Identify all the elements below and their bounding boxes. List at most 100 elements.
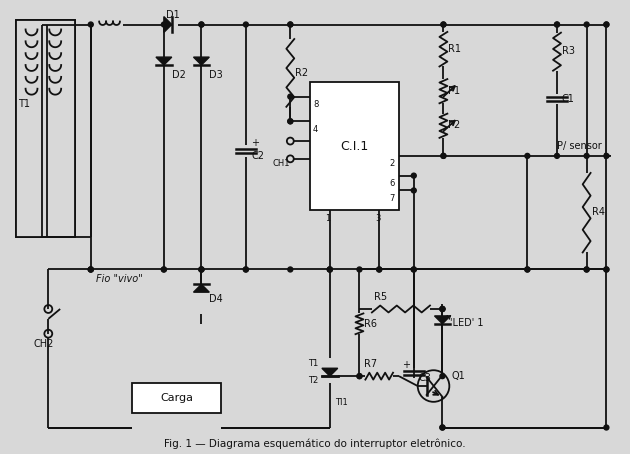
Circle shape — [88, 267, 93, 272]
Circle shape — [584, 267, 589, 272]
Text: C1: C1 — [562, 94, 575, 104]
Circle shape — [357, 374, 362, 379]
Circle shape — [288, 267, 293, 272]
Text: TI1: TI1 — [335, 398, 348, 407]
Circle shape — [440, 306, 445, 311]
Circle shape — [88, 267, 93, 272]
Circle shape — [604, 22, 609, 27]
Circle shape — [199, 22, 204, 27]
Circle shape — [288, 119, 293, 124]
Circle shape — [554, 22, 559, 27]
Text: Fig. 1 — Diagrama esquemático do interruptor eletrônico.: Fig. 1 — Diagrama esquemático do interru… — [164, 438, 466, 449]
Text: D1: D1 — [166, 10, 180, 20]
Text: R5: R5 — [374, 292, 387, 302]
Text: P1: P1 — [449, 86, 461, 96]
Circle shape — [440, 425, 445, 430]
Circle shape — [525, 267, 530, 272]
Circle shape — [88, 22, 93, 27]
Circle shape — [288, 22, 293, 27]
Text: R3: R3 — [562, 46, 575, 56]
Text: D2: D2 — [172, 70, 186, 80]
Text: 8: 8 — [313, 100, 318, 109]
Circle shape — [377, 267, 382, 272]
Circle shape — [441, 22, 446, 27]
Circle shape — [88, 267, 93, 272]
Circle shape — [441, 153, 446, 158]
Text: C2: C2 — [252, 151, 265, 161]
Polygon shape — [164, 17, 172, 32]
Circle shape — [554, 22, 559, 27]
Text: +: + — [402, 360, 410, 370]
Text: T1: T1 — [18, 99, 30, 109]
Circle shape — [440, 374, 445, 379]
Circle shape — [525, 267, 530, 272]
Text: 3: 3 — [375, 214, 381, 222]
Text: R6: R6 — [364, 319, 377, 329]
Bar — [132, 383, 221, 413]
Circle shape — [604, 22, 609, 27]
Text: 7: 7 — [389, 194, 394, 203]
Circle shape — [411, 267, 416, 272]
Circle shape — [161, 22, 166, 27]
Circle shape — [161, 267, 166, 272]
Circle shape — [411, 267, 416, 272]
Bar — [16, 20, 75, 237]
Text: 2: 2 — [389, 159, 394, 168]
Circle shape — [328, 267, 332, 272]
Text: 1: 1 — [325, 214, 330, 222]
Text: P2: P2 — [449, 120, 461, 130]
Text: R2: R2 — [295, 68, 308, 78]
Circle shape — [525, 153, 530, 158]
Circle shape — [288, 94, 293, 99]
Circle shape — [604, 267, 609, 272]
Circle shape — [328, 267, 332, 272]
Circle shape — [199, 22, 204, 27]
Polygon shape — [435, 316, 450, 324]
Text: D4: D4 — [209, 294, 223, 304]
Text: P/ sensor: P/ sensor — [557, 141, 602, 151]
Circle shape — [441, 153, 446, 158]
Circle shape — [604, 267, 609, 272]
Circle shape — [604, 153, 609, 158]
Text: R1: R1 — [449, 44, 461, 54]
Circle shape — [440, 425, 445, 430]
Text: D3: D3 — [209, 70, 223, 80]
Circle shape — [199, 267, 204, 272]
Circle shape — [411, 188, 416, 193]
Text: C.I.1: C.I.1 — [340, 139, 369, 153]
Bar — [16, 20, 75, 237]
Circle shape — [377, 267, 382, 272]
Circle shape — [554, 153, 559, 158]
Text: C3: C3 — [419, 373, 432, 383]
Circle shape — [584, 267, 589, 272]
Text: Fio "vivo": Fio "vivo" — [96, 274, 142, 284]
Text: 4: 4 — [313, 125, 318, 134]
Circle shape — [604, 425, 609, 430]
Circle shape — [288, 119, 293, 124]
Circle shape — [288, 22, 293, 27]
Polygon shape — [156, 57, 172, 65]
Circle shape — [243, 267, 248, 272]
Text: R7: R7 — [364, 359, 377, 369]
Text: Q1: Q1 — [451, 371, 465, 381]
Text: Carga: Carga — [160, 393, 193, 403]
Circle shape — [243, 267, 248, 272]
Circle shape — [161, 267, 166, 272]
Text: T2: T2 — [308, 375, 318, 385]
Text: 6: 6 — [389, 179, 394, 188]
Circle shape — [584, 22, 589, 27]
Circle shape — [243, 22, 248, 27]
Bar — [310, 82, 399, 210]
Circle shape — [199, 267, 204, 272]
Circle shape — [441, 22, 446, 27]
Circle shape — [328, 267, 332, 272]
Circle shape — [411, 173, 416, 178]
Text: R4: R4 — [592, 207, 605, 217]
Text: +: + — [252, 138, 263, 148]
Circle shape — [584, 153, 589, 158]
Text: 'LED' 1: 'LED' 1 — [450, 318, 484, 328]
Polygon shape — [322, 368, 338, 376]
Polygon shape — [193, 284, 209, 292]
Text: CH2: CH2 — [33, 339, 54, 349]
Circle shape — [440, 306, 445, 311]
